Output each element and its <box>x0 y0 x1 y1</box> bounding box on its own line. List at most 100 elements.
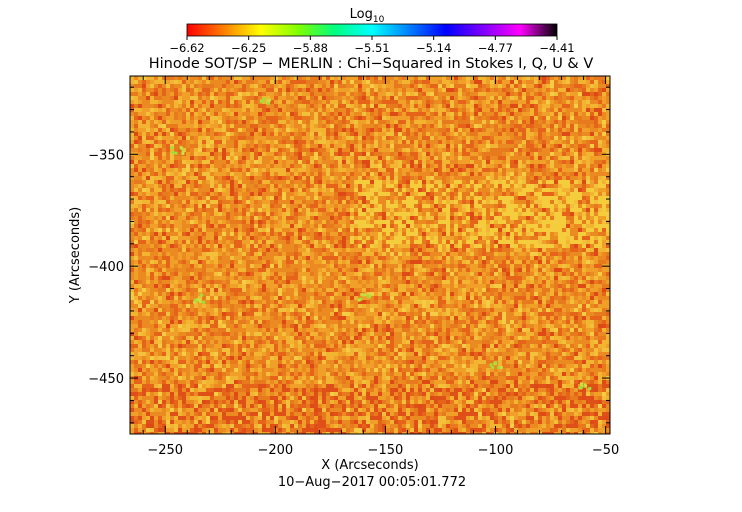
heatmap-cell <box>434 148 438 152</box>
heatmap-cell <box>346 216 350 220</box>
heatmap-cell <box>158 180 162 184</box>
heatmap-cell <box>422 76 426 80</box>
heatmap-cell <box>414 76 418 80</box>
heatmap-cell <box>510 80 514 84</box>
heatmap-cell <box>206 84 210 88</box>
heatmap-cell <box>482 108 486 112</box>
heatmap-cell <box>514 100 518 104</box>
heatmap-cell <box>290 140 294 144</box>
heatmap-cell <box>362 192 366 196</box>
heatmap-cell <box>366 196 370 200</box>
heatmap-cell <box>158 108 162 112</box>
heatmap-cell <box>202 184 206 188</box>
heatmap-cell <box>562 204 566 208</box>
heatmap-cell <box>486 172 490 176</box>
heatmap-cell <box>446 188 450 192</box>
heatmap-cell <box>138 88 142 92</box>
heatmap-cell <box>422 224 426 228</box>
heatmap-cell <box>174 168 178 172</box>
heatmap-cell <box>210 132 214 136</box>
heatmap-cell <box>546 144 550 148</box>
heatmap-cell <box>350 112 354 116</box>
heatmap-cell <box>470 100 474 104</box>
heatmap-cell <box>502 180 506 184</box>
heatmap-cell <box>130 200 134 204</box>
heatmap-cell <box>514 192 518 196</box>
heatmap-cell <box>506 200 510 204</box>
heatmap-cell <box>218 232 222 236</box>
heatmap-cell <box>574 188 578 192</box>
heatmap-cell <box>482 188 486 192</box>
heatmap-cell <box>538 168 542 172</box>
heatmap-cell <box>462 160 466 164</box>
heatmap-cell <box>170 240 174 244</box>
heatmap-cell <box>242 204 246 208</box>
heatmap-cell <box>130 176 134 180</box>
heatmap-cell <box>566 132 570 136</box>
heatmap-cell <box>274 104 278 108</box>
heatmap-cell <box>478 200 482 204</box>
heatmap-cell <box>142 232 146 236</box>
heatmap-cell <box>542 176 546 180</box>
heatmap-cell <box>174 196 178 200</box>
heatmap-cell <box>262 128 266 132</box>
heatmap-cell <box>490 212 494 216</box>
heatmap-cell <box>162 148 166 152</box>
heatmap-cell <box>434 128 438 132</box>
heatmap-cell <box>454 160 458 164</box>
heatmap-cell <box>466 176 470 180</box>
heatmap-cell <box>198 216 202 220</box>
heatmap-cell <box>486 236 490 240</box>
heatmap-cell <box>142 164 146 168</box>
heatmap-cell <box>450 228 454 232</box>
heatmap-cell <box>350 200 354 204</box>
heatmap-cell <box>346 228 350 232</box>
heatmap-cell <box>210 128 214 132</box>
heatmap-cell <box>566 100 570 104</box>
heatmap-cell <box>386 160 390 164</box>
heatmap-cell <box>262 216 266 220</box>
heatmap-cell <box>370 192 374 196</box>
heatmap-cell <box>586 96 590 100</box>
heatmap-cell <box>202 172 206 176</box>
heatmap-cell <box>494 228 498 232</box>
heatmap-cell <box>390 232 394 236</box>
heatmap-cell <box>210 144 214 148</box>
heatmap-cell <box>310 92 314 96</box>
heatmap-cell <box>558 76 562 80</box>
heatmap-cell <box>570 116 574 120</box>
heatmap-cell <box>454 84 458 88</box>
heatmap-cell <box>458 172 462 176</box>
heatmap-cell <box>438 152 442 156</box>
heatmap-cell <box>574 200 578 204</box>
heatmap-cell <box>486 220 490 224</box>
heatmap-cell <box>442 188 446 192</box>
heatmap-cell <box>198 124 202 128</box>
heatmap-cell <box>222 116 226 120</box>
heatmap-cell <box>586 180 590 184</box>
heatmap-cell <box>398 232 402 236</box>
heatmap-cell <box>222 236 226 240</box>
heatmap-cell <box>158 236 162 240</box>
heatmap-cell <box>538 124 542 128</box>
heatmap-cell <box>242 160 246 164</box>
heatmap-cell <box>198 160 202 164</box>
heatmap-cell <box>374 192 378 196</box>
heatmap-cell <box>394 228 398 232</box>
heatmap-cell <box>438 180 442 184</box>
heatmap-cell <box>270 160 274 164</box>
heatmap-cell <box>174 128 178 132</box>
heatmap-cell <box>442 176 446 180</box>
heatmap-cell <box>210 216 214 220</box>
heatmap-cell <box>322 124 326 128</box>
heatmap-cell <box>226 104 230 108</box>
heatmap-cell <box>178 164 182 168</box>
heatmap-cell <box>546 184 550 188</box>
heatmap-cell <box>562 192 566 196</box>
heatmap-cell <box>602 84 606 88</box>
heatmap-cell <box>298 176 302 180</box>
heatmap-cell <box>574 220 578 224</box>
heatmap-cell <box>238 176 242 180</box>
heatmap-cell <box>590 192 594 196</box>
heatmap-cell <box>594 136 598 140</box>
